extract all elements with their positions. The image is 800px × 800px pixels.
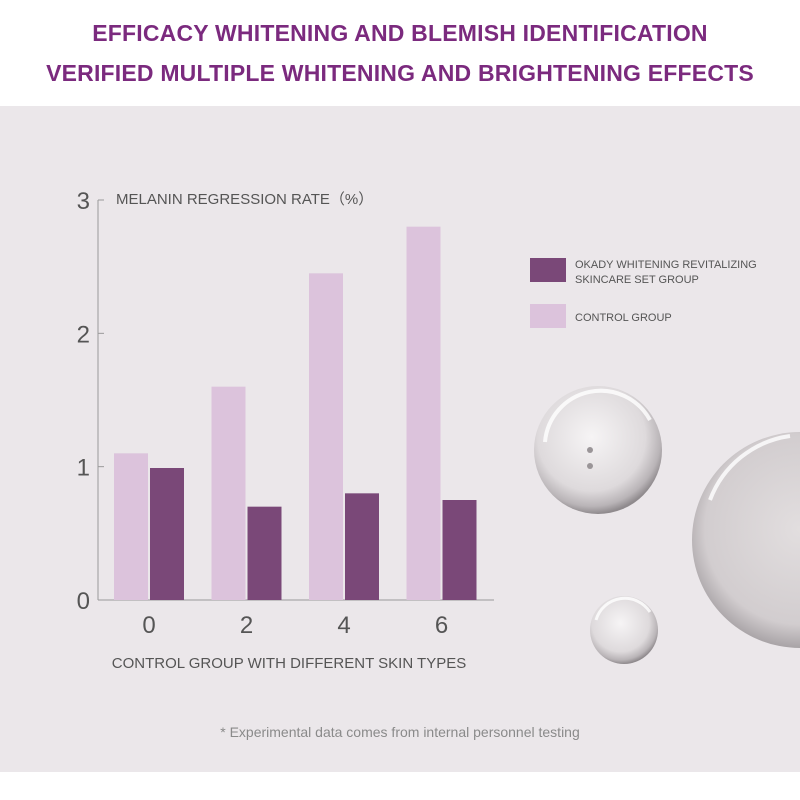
- bar: [442, 500, 477, 600]
- bar: [150, 468, 184, 600]
- droplet-decoration: [534, 386, 800, 664]
- bar: [345, 493, 379, 600]
- title-line-2: VERIFIED MULTIPLE WHITENING AND BRIGHTEN…: [46, 60, 754, 86]
- bar: [309, 273, 343, 600]
- bar: [211, 386, 246, 600]
- chart-panel: [0, 106, 800, 772]
- x-tick-label: 4: [337, 612, 350, 639]
- bar: [114, 453, 148, 600]
- footnote: * Experimental data comes from internal …: [220, 724, 580, 740]
- y-tick-label: 3: [77, 188, 90, 215]
- header: EFFICACY WHITENING AND BLEMISH IDENTIFIC…: [0, 0, 800, 106]
- x-tick-label: 6: [435, 612, 448, 639]
- y-axis-label: MELANIN REGRESSION RATE（%）: [116, 191, 373, 208]
- chart-bars: 0 2 4 6: [114, 226, 477, 639]
- y-tick-label: 0: [77, 588, 90, 615]
- x-tick-label: 2: [240, 612, 253, 639]
- legend-label: OKADY WHITENING REVITALIZING: [575, 259, 757, 271]
- y-tick-label: 1: [77, 455, 90, 482]
- chart-legend: OKADY WHITENING REVITALIZING SKINCARE SET…: [530, 258, 757, 328]
- title-line-1: EFFICACY WHITENING AND BLEMISH IDENTIFIC…: [92, 20, 708, 46]
- x-tick-label: 0: [142, 612, 155, 639]
- x-axis-label: CONTROL GROUP WITH DIFFERENT SKIN TYPES: [112, 655, 467, 672]
- bar: [247, 506, 282, 600]
- legend-swatch: [530, 258, 566, 282]
- legend-label-line2: SKINCARE SET GROUP: [575, 274, 699, 286]
- legend-swatch: [530, 304, 566, 328]
- y-tick-label: 2: [77, 321, 90, 348]
- bar: [406, 226, 441, 600]
- legend-label: CONTROL GROUP: [575, 312, 672, 324]
